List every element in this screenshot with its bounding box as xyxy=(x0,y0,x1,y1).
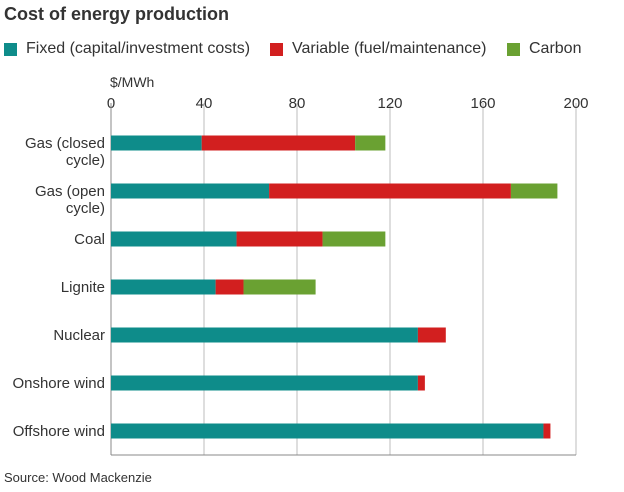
category-label: cycle) xyxy=(66,152,105,169)
x-tick-label: 80 xyxy=(289,95,306,112)
legend-swatch-fixed xyxy=(4,42,17,56)
x-tick-label: 40 xyxy=(196,95,213,112)
legend-swatch-carbon xyxy=(507,42,520,56)
category-label: Coal xyxy=(74,231,105,248)
x-tick-label: 200 xyxy=(563,95,588,112)
bar-segment xyxy=(111,375,418,391)
unit-label: $/MWh xyxy=(110,74,155,90)
bar-segment xyxy=(111,183,270,199)
category-label: Offshore wind xyxy=(13,423,105,440)
bar-segment xyxy=(111,327,418,343)
bar-segment xyxy=(111,423,544,439)
legend-label-fixed: Fixed (capital/investment costs) xyxy=(26,40,251,57)
bar-segment xyxy=(510,183,558,199)
x-tick-label: 120 xyxy=(377,95,402,112)
bar-segment xyxy=(201,135,356,151)
source-note: Source: Wood Mackenzie xyxy=(4,470,152,485)
bar-segment xyxy=(269,183,511,199)
legend-item-fixed: Fixed (capital/investment costs) xyxy=(4,40,250,58)
legend-item-carbon: Carbon xyxy=(507,40,581,58)
category-label: cycle) xyxy=(66,200,105,217)
bar-segment xyxy=(111,135,202,151)
category-label: Gas (closed xyxy=(25,135,105,152)
category-label: Gas (open xyxy=(35,183,105,200)
bar-segment xyxy=(417,375,425,391)
legend: Fixed (capital/investment costs) Variabl… xyxy=(4,40,620,60)
bar-segment xyxy=(355,135,386,151)
bar-segment xyxy=(111,231,237,247)
bar-segment xyxy=(417,327,446,343)
legend-item-variable: Variable (fuel/maintenance) xyxy=(270,40,486,58)
bar-segment xyxy=(322,231,386,247)
bar-segment xyxy=(543,423,551,439)
bar-segment xyxy=(215,279,244,295)
category-label: Onshore wind xyxy=(12,375,105,392)
legend-label-variable: Variable (fuel/maintenance) xyxy=(292,40,487,57)
legend-swatch-variable xyxy=(270,42,283,56)
legend-label-carbon: Carbon xyxy=(529,40,582,57)
chart-title: Cost of energy production xyxy=(4,4,229,24)
bar-segment xyxy=(111,279,216,295)
category-label: Lignite xyxy=(61,279,105,296)
x-tick-label: 160 xyxy=(470,95,495,112)
category-label: Nuclear xyxy=(53,327,105,344)
bar-segment xyxy=(243,279,316,295)
bar-segment xyxy=(236,231,323,247)
